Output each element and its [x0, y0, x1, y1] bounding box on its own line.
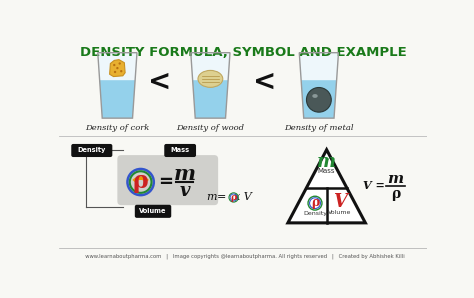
Text: =: = [217, 193, 226, 202]
Circle shape [307, 88, 331, 112]
Polygon shape [301, 80, 337, 118]
Polygon shape [191, 53, 230, 118]
FancyBboxPatch shape [71, 144, 112, 157]
Text: m: m [207, 193, 217, 202]
Text: Volume: Volume [328, 210, 352, 215]
Polygon shape [100, 80, 135, 118]
FancyBboxPatch shape [118, 155, 218, 205]
Text: m: m [388, 172, 404, 186]
Text: v: v [180, 182, 190, 200]
Text: ρ: ρ [133, 169, 148, 193]
Text: V: V [333, 193, 347, 211]
Polygon shape [288, 150, 365, 223]
Text: =: = [158, 173, 173, 191]
Text: <: < [148, 68, 172, 96]
Text: Volume: Volume [139, 208, 167, 214]
Text: ρ: ρ [230, 193, 237, 201]
Circle shape [113, 64, 116, 66]
Text: Density of cork: Density of cork [85, 124, 150, 132]
Circle shape [118, 62, 121, 65]
Text: Density: Density [78, 148, 106, 153]
Text: Mass: Mass [171, 148, 190, 153]
FancyBboxPatch shape [164, 144, 196, 157]
Text: ρ: ρ [311, 196, 319, 209]
Polygon shape [299, 53, 338, 118]
Text: Density: Density [303, 212, 327, 216]
Text: m: m [174, 164, 196, 184]
Text: m: m [317, 153, 336, 171]
Text: DENSITY FORMULA, SYMBOL AND EXAMPLE: DENSITY FORMULA, SYMBOL AND EXAMPLE [80, 46, 406, 59]
FancyBboxPatch shape [135, 205, 171, 218]
Polygon shape [98, 53, 137, 118]
Circle shape [120, 70, 122, 72]
Text: V =: V = [363, 180, 385, 191]
Ellipse shape [312, 94, 318, 98]
Text: x V: x V [234, 193, 252, 202]
Ellipse shape [198, 70, 223, 87]
Text: <: < [253, 68, 276, 96]
Text: Density of wood: Density of wood [176, 124, 245, 132]
Text: www.learnaboutpharma.com   |   Image copyrights @learnaboutpharma. All rights re: www.learnaboutpharma.com | Image copyrig… [82, 253, 404, 259]
Text: ρ: ρ [391, 187, 400, 201]
Circle shape [114, 71, 116, 73]
Text: Mass: Mass [318, 167, 336, 173]
Text: Density of metal: Density of metal [284, 124, 354, 132]
Circle shape [116, 67, 118, 69]
Polygon shape [109, 60, 125, 77]
Polygon shape [192, 80, 228, 118]
